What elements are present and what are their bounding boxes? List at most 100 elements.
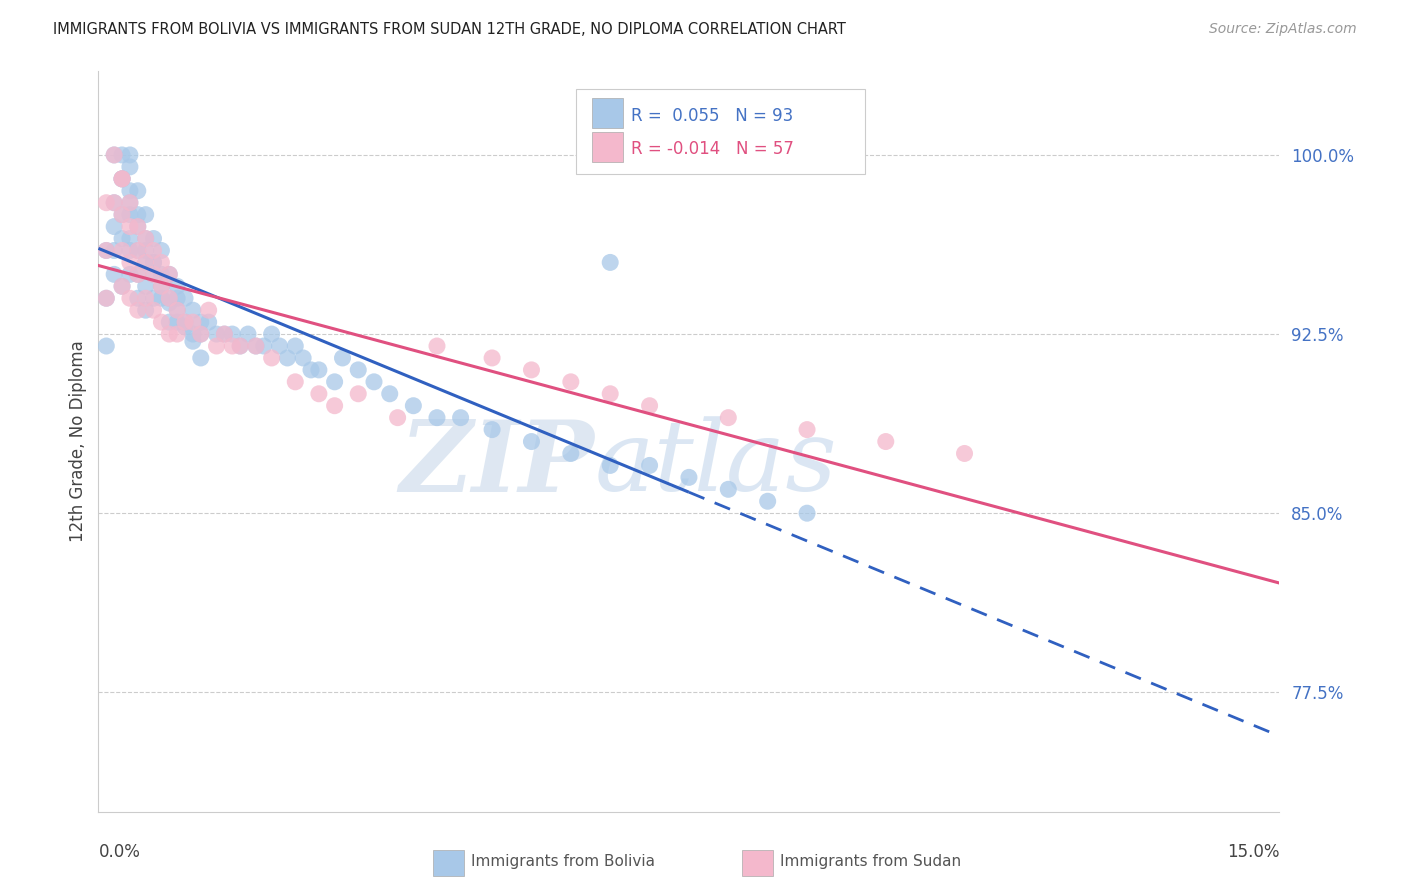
Text: IMMIGRANTS FROM BOLIVIA VS IMMIGRANTS FROM SUDAN 12TH GRADE, NO DIPLOMA CORRELAT: IMMIGRANTS FROM BOLIVIA VS IMMIGRANTS FR… xyxy=(53,22,846,37)
Text: Immigrants from Bolivia: Immigrants from Bolivia xyxy=(471,855,655,869)
Point xyxy=(197,303,219,318)
Point xyxy=(118,208,141,222)
Point xyxy=(142,268,165,282)
Point xyxy=(111,208,134,222)
Point xyxy=(103,195,125,210)
Point xyxy=(181,303,204,318)
Point xyxy=(96,339,118,353)
Point xyxy=(181,334,204,349)
Point xyxy=(221,327,243,342)
Point xyxy=(157,315,180,329)
Point xyxy=(111,171,134,186)
Point xyxy=(142,231,165,245)
Text: 15.0%: 15.0% xyxy=(1227,843,1279,861)
Point xyxy=(308,363,330,377)
Point xyxy=(221,339,243,353)
Point xyxy=(127,244,149,258)
Point xyxy=(450,410,472,425)
Point xyxy=(599,255,621,269)
Point xyxy=(150,279,173,293)
Point xyxy=(127,244,149,258)
Point xyxy=(111,171,134,186)
Point xyxy=(127,268,149,282)
Point xyxy=(157,327,180,342)
Point xyxy=(796,423,818,437)
Point xyxy=(387,410,409,425)
Point xyxy=(323,399,346,413)
Text: Source: ZipAtlas.com: Source: ZipAtlas.com xyxy=(1209,22,1357,37)
Point xyxy=(157,291,180,305)
Point xyxy=(135,208,157,222)
Point xyxy=(214,327,236,342)
Point xyxy=(363,375,385,389)
Text: 0.0%: 0.0% xyxy=(98,843,141,861)
Point xyxy=(638,399,661,413)
Point xyxy=(166,291,188,305)
Point xyxy=(135,255,157,269)
Point xyxy=(953,446,976,460)
Point xyxy=(157,268,180,282)
Point xyxy=(118,268,141,282)
Point xyxy=(127,219,149,234)
Point xyxy=(135,303,157,318)
Point xyxy=(214,327,236,342)
Point xyxy=(229,339,252,353)
Point xyxy=(118,244,141,258)
Point xyxy=(96,291,118,305)
Point xyxy=(323,375,346,389)
Point xyxy=(127,219,149,234)
Point xyxy=(347,363,370,377)
Point xyxy=(118,184,141,198)
Point xyxy=(174,315,197,329)
Point xyxy=(560,375,582,389)
Point xyxy=(560,446,582,460)
Point xyxy=(520,363,543,377)
Point xyxy=(174,315,197,329)
Point xyxy=(157,268,180,282)
Point xyxy=(174,319,197,334)
Point xyxy=(520,434,543,449)
Point xyxy=(678,470,700,484)
Point xyxy=(111,171,134,186)
Point xyxy=(157,296,180,310)
Point xyxy=(292,351,315,365)
Point xyxy=(96,291,118,305)
Point xyxy=(150,255,173,269)
Point xyxy=(118,219,141,234)
Point xyxy=(481,351,503,365)
Text: atlas: atlas xyxy=(595,416,837,511)
Point xyxy=(426,339,449,353)
Point xyxy=(103,268,125,282)
Point xyxy=(135,231,157,245)
Point xyxy=(111,208,134,222)
Point xyxy=(284,375,307,389)
Point xyxy=(111,244,134,258)
Point xyxy=(599,458,621,473)
Point xyxy=(875,434,897,449)
Point xyxy=(103,195,125,210)
Point xyxy=(142,255,165,269)
Point xyxy=(190,327,212,342)
Point xyxy=(378,386,401,401)
Point xyxy=(96,195,118,210)
Point xyxy=(111,171,134,186)
Point xyxy=(118,195,141,210)
Point xyxy=(260,327,283,342)
Point xyxy=(135,291,157,305)
Point xyxy=(135,255,157,269)
Point xyxy=(135,231,157,245)
Point xyxy=(245,339,267,353)
Point xyxy=(103,148,125,162)
Point xyxy=(127,291,149,305)
Point xyxy=(174,291,197,305)
Point xyxy=(166,303,188,318)
Point xyxy=(142,303,165,318)
Point xyxy=(111,279,134,293)
Point xyxy=(284,339,307,353)
Point xyxy=(402,399,425,413)
Point xyxy=(197,315,219,329)
Point xyxy=(236,327,259,342)
Point xyxy=(150,244,173,258)
Point xyxy=(347,386,370,401)
Point xyxy=(142,268,165,282)
